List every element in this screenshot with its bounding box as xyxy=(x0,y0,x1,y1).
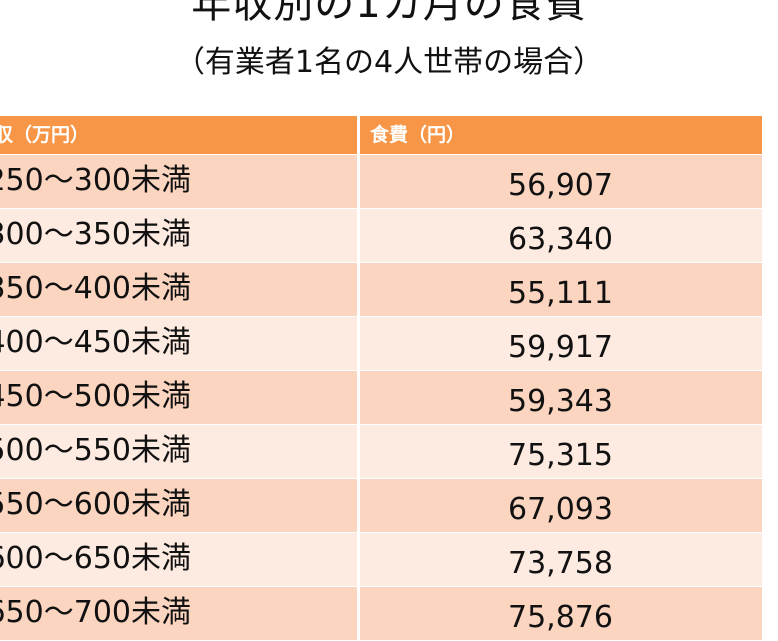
income-cell: 450～500未満 xyxy=(0,371,357,425)
food-cost-cell: 59,917 xyxy=(360,317,762,371)
header-cell-food-cost: 食費（円） xyxy=(360,116,762,154)
food-cost-cell: 63,340 xyxy=(360,209,762,263)
table-row: 350～400未満 55,111 xyxy=(0,262,762,317)
food-cost-value: 67,093 xyxy=(508,492,613,527)
table-row: 300～350未満 63,340 xyxy=(0,208,762,263)
food-cost-cell: 75,876 xyxy=(360,587,762,641)
income-range: 600～650未満 xyxy=(0,541,191,576)
food-cost-cell: 56,907 xyxy=(360,155,762,209)
column-divider xyxy=(357,116,360,154)
table-row: 650～700未満 75,876 xyxy=(0,586,762,641)
column-divider xyxy=(357,263,360,317)
food-cost-value: 73,758 xyxy=(508,546,613,581)
page-subtitle: （有業者1名の4人世帯の場合） xyxy=(174,45,604,80)
column-divider xyxy=(357,317,360,371)
header-cell-income: 年収（万円） xyxy=(0,116,357,154)
income-range: 550～600未満 xyxy=(0,487,191,522)
food-cost-cell: 59,343 xyxy=(360,371,762,425)
column-divider xyxy=(357,479,360,533)
income-range: 250～300未満 xyxy=(0,163,191,198)
page-title: 年収別の1カ月の食費 xyxy=(191,0,587,27)
table-row: 250～300未満 56,907 xyxy=(0,154,762,209)
food-cost-value: 55,111 xyxy=(508,276,613,311)
table-header: 年収（万円） 食費（円） xyxy=(0,116,762,154)
income-cell: 650～700未満 xyxy=(0,587,357,641)
table-row: 450～500未満 59,343 xyxy=(0,370,762,425)
column-divider xyxy=(357,155,360,209)
food-cost-value: 59,343 xyxy=(508,384,613,419)
food-cost-table: 年収（万円） 食費（円） 250～300未満 56,907 300～350未満 … xyxy=(0,116,762,641)
food-cost-value: 75,876 xyxy=(508,600,613,635)
header-income-label: 年収（万円） xyxy=(0,124,89,146)
column-divider xyxy=(357,371,360,425)
income-cell: 550～600未満 xyxy=(0,479,357,533)
food-cost-cell: 67,093 xyxy=(360,479,762,533)
table-row: 500～550未満 75,315 xyxy=(0,424,762,479)
column-divider xyxy=(357,209,360,263)
income-range: 300～350未満 xyxy=(0,217,191,252)
food-cost-value: 75,315 xyxy=(508,438,613,473)
header-food-cost-label: 食費（円） xyxy=(370,124,466,146)
income-cell: 400～450未満 xyxy=(0,317,357,371)
income-range: 500～550未満 xyxy=(0,433,191,468)
food-cost-value: 63,340 xyxy=(508,222,613,257)
income-range: 400～450未満 xyxy=(0,325,191,360)
income-cell: 600～650未満 xyxy=(0,533,357,587)
food-cost-value: 59,917 xyxy=(508,330,613,365)
food-cost-cell: 75,315 xyxy=(360,425,762,479)
column-divider xyxy=(357,587,360,641)
income-cell: 300～350未満 xyxy=(0,209,357,263)
table-row: 600～650未満 73,758 xyxy=(0,532,762,587)
income-range: 450～500未満 xyxy=(0,379,191,414)
food-cost-cell: 55,111 xyxy=(360,263,762,317)
column-divider xyxy=(357,533,360,587)
income-cell: 250～300未満 xyxy=(0,155,357,209)
income-range: 350～400未満 xyxy=(0,271,191,306)
income-range: 650～700未満 xyxy=(0,595,191,630)
income-cell: 350～400未満 xyxy=(0,263,357,317)
column-divider xyxy=(357,425,360,479)
table-row: 400～450未満 59,917 xyxy=(0,316,762,371)
food-cost-cell: 73,758 xyxy=(360,533,762,587)
table-row: 550～600未満 67,093 xyxy=(0,478,762,533)
income-cell: 500～550未満 xyxy=(0,425,357,479)
food-cost-value: 56,907 xyxy=(508,168,613,203)
